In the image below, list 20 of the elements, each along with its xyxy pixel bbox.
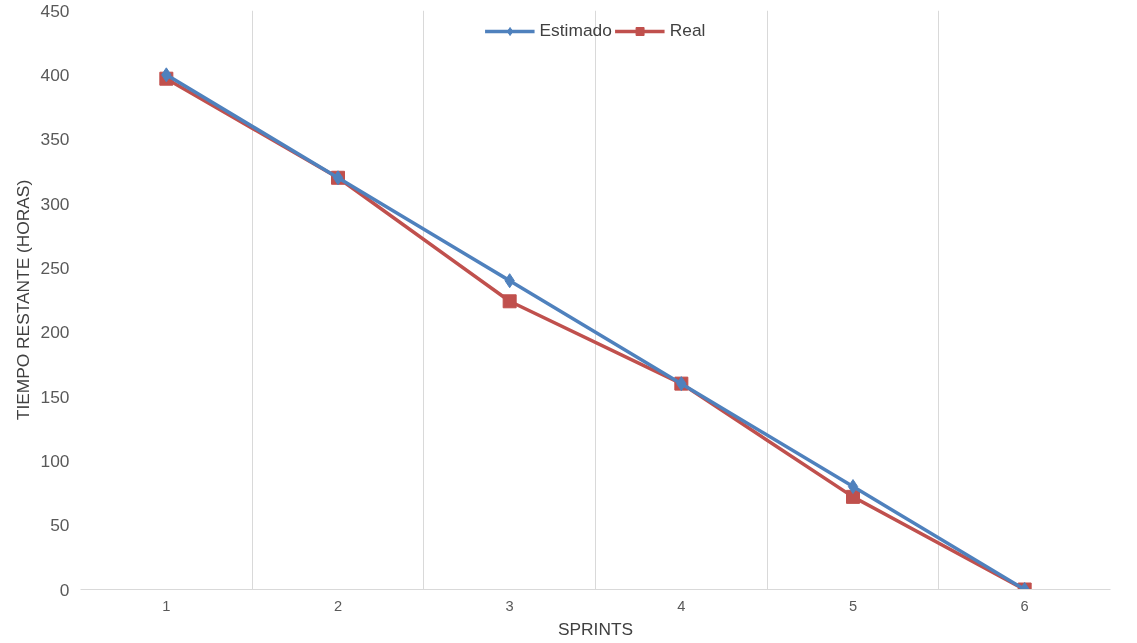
x-tick-label: 5	[848, 597, 858, 614]
y-tick-label: 450	[40, 0, 70, 21]
x-tick-label: 3	[505, 597, 514, 614]
x-axis-title: SPRINTS	[557, 618, 634, 639]
y-tick-label: 250	[40, 257, 70, 278]
y-axis-title: TIEMPO RESTANTE (HORAS)	[12, 179, 33, 421]
y-tick-label: 150	[40, 386, 70, 407]
x-tick-label: 4	[677, 597, 686, 614]
y-tick-label: 300	[40, 193, 70, 214]
x-tick-label: 1	[162, 597, 171, 614]
x-tick-label: 6	[1020, 597, 1029, 614]
y-tick-label: 0	[59, 579, 70, 600]
y-tick-label: 50	[50, 515, 70, 536]
legend-label: Estimado	[539, 20, 612, 41]
y-tick-label: 200	[40, 322, 70, 343]
y-tick-label: 100	[40, 450, 70, 471]
x-tick-label: 2	[333, 597, 343, 614]
y-tick-label: 350	[40, 129, 70, 150]
legend-label: Real	[669, 20, 706, 41]
y-tick-label: 400	[40, 64, 70, 85]
